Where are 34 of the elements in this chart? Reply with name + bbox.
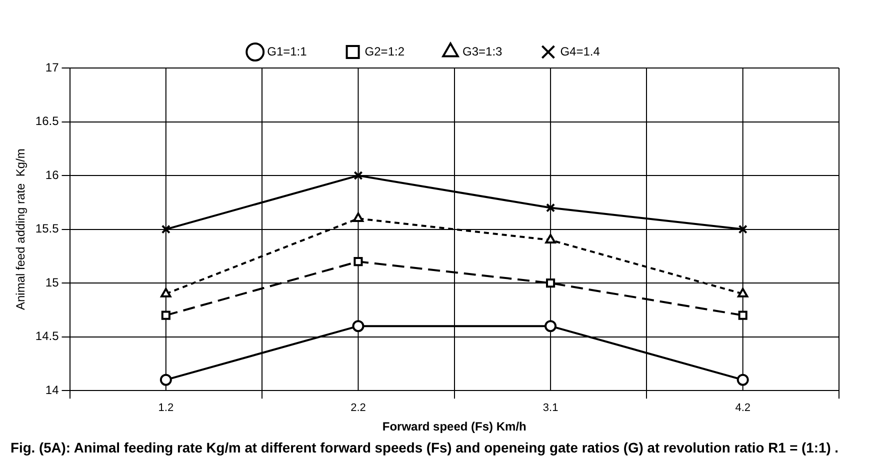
y-tick-label: 15.5 [35,222,60,236]
legend-label: G1=1:1 [267,44,308,58]
point [352,320,364,332]
y-tick-label: 16.5 [35,114,60,128]
point [738,288,748,298]
x-tick-label: 3.1 [542,402,558,414]
point [160,288,172,298]
x-tick-label: 4.2 [735,402,750,414]
point [354,171,363,180]
x-tick-label: 1.2 [158,402,174,414]
point [544,320,557,332]
legend-label: G4=1.4 [560,44,600,58]
y-tick-label: 16 [45,168,60,182]
x-tick-label: 2.2 [350,402,366,414]
point [160,374,172,386]
text: Fig. (5A): Animal feeding rate Kg/m at different forward speeds (Fs) and openeing gate ratios (G) at revolution ratio R1 = (1:1) . [10,439,839,456]
point [161,310,170,320]
y-tick-label: 15 [45,275,60,290]
point [546,278,556,288]
point [736,374,749,386]
point [738,224,748,234]
point [352,212,364,222]
legend-label: G2=1:2 [364,44,405,58]
legend-label: G3=1:3 [462,44,503,58]
y-tick-label: 14.5 [35,329,60,344]
point [161,224,170,234]
y-axis-title: Animal feed adding rate Kg/m [14,148,28,310]
point [545,234,556,244]
x-axis-title: Forward speed (Fs) Km/h [382,419,526,434]
point [738,310,748,320]
point [354,257,363,266]
y-tick-label: 17 [45,60,60,74]
y-tick-label: 14 [45,382,60,397]
point [546,203,556,212]
